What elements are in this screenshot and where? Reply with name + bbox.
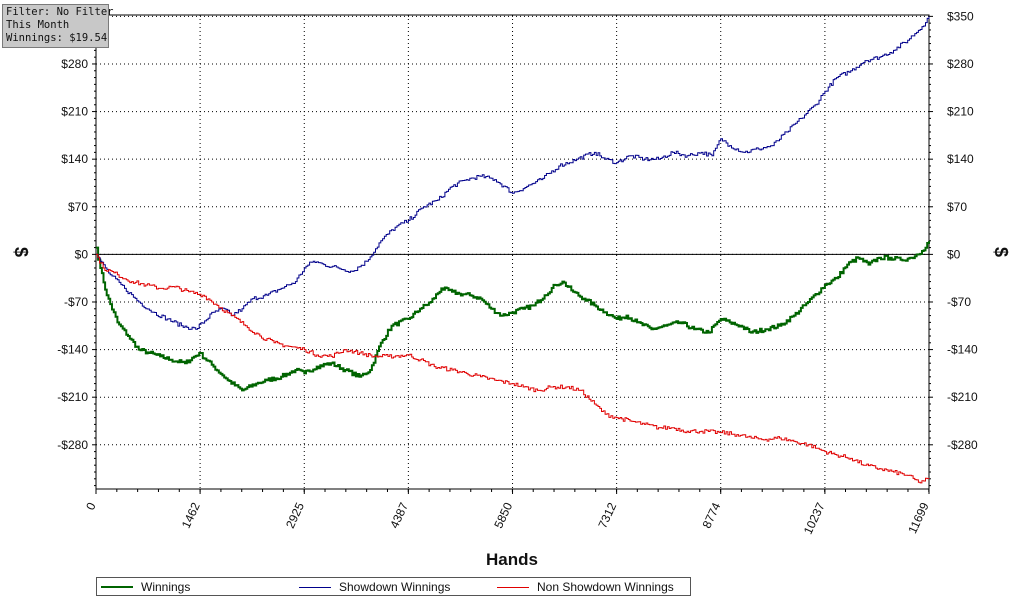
winnings-total-text: Winnings: $19.54 xyxy=(6,32,108,44)
y-axis-label-right: $ xyxy=(991,247,1011,257)
winnings-line xyxy=(96,241,930,392)
y-tick-label-left: -$70 xyxy=(64,295,88,309)
y-axis-label-left: $ xyxy=(11,247,31,257)
legend-item-showdown: Showdown Winnings xyxy=(299,579,450,595)
y-tick-label-right: $350 xyxy=(947,9,974,23)
x-tick-label: 0 xyxy=(83,500,99,512)
legend-swatch-winnings xyxy=(101,586,133,588)
y-tick-label-left: -$280 xyxy=(57,438,88,452)
y-tick-label-right: $280 xyxy=(947,57,974,71)
y-tick-label-right: -$280 xyxy=(947,438,978,452)
y-tick-label-left: $0 xyxy=(75,247,89,261)
showdown-winnings-line xyxy=(96,16,930,330)
x-tick-label: 7312 xyxy=(595,500,619,530)
legend-swatch-non-showdown xyxy=(497,586,529,588)
filter-text: Filter: No Filter xyxy=(6,6,114,18)
x-tick-label: 2925 xyxy=(283,500,307,530)
filter-info-box: Filter: No Filter This Month Winnings: $… xyxy=(2,4,114,48)
plot-area-border xyxy=(95,14,930,490)
x-tick-label: 10237 xyxy=(801,500,828,536)
x-tick-label: 11699 xyxy=(905,500,932,536)
y-tick-label-right: -$210 xyxy=(947,390,978,404)
y-tick-label-right: $210 xyxy=(947,105,974,119)
y-tick-label-left: -$140 xyxy=(57,343,88,357)
x-tick-label: 4387 xyxy=(387,500,411,530)
y-tick-label-left: -$210 xyxy=(57,390,88,404)
legend-label-showdown: Showdown Winnings xyxy=(339,580,451,594)
legend-label-non-showdown: Non Showdown Winnings xyxy=(537,580,674,594)
x-tick-label: 8774 xyxy=(699,500,723,530)
legend-item-winnings: Winnings xyxy=(101,579,190,595)
y-tick-label-right: $0 xyxy=(947,247,961,261)
x-tick-label: 1462 xyxy=(179,500,203,530)
y-tick-label-left: $70 xyxy=(68,200,88,214)
y-tick-label-right: $140 xyxy=(947,152,974,166)
legend-item-non-showdown: Non Showdown Winnings xyxy=(497,579,674,595)
y-tick-label-left: $280 xyxy=(61,57,88,71)
y-tick-label-right: -$140 xyxy=(947,343,978,357)
legend-label-winnings: Winnings xyxy=(141,580,191,594)
y-tick-label-right: $70 xyxy=(947,200,967,214)
chart-legend: Winnings Showdown Winnings Non Showdown … xyxy=(96,577,691,596)
period-text: This Month xyxy=(6,19,70,31)
non-showdown-winnings-line xyxy=(96,253,930,484)
y-tick-label-right: -$70 xyxy=(947,295,971,309)
x-tick-label: 5850 xyxy=(491,500,515,530)
x-axis-label: Hands xyxy=(486,550,538,569)
y-tick-label-left: $210 xyxy=(61,105,88,119)
series-lines xyxy=(96,16,930,484)
legend-swatch-showdown xyxy=(299,586,331,588)
gridlines xyxy=(95,15,930,489)
y-tick-label-left: $140 xyxy=(61,152,88,166)
